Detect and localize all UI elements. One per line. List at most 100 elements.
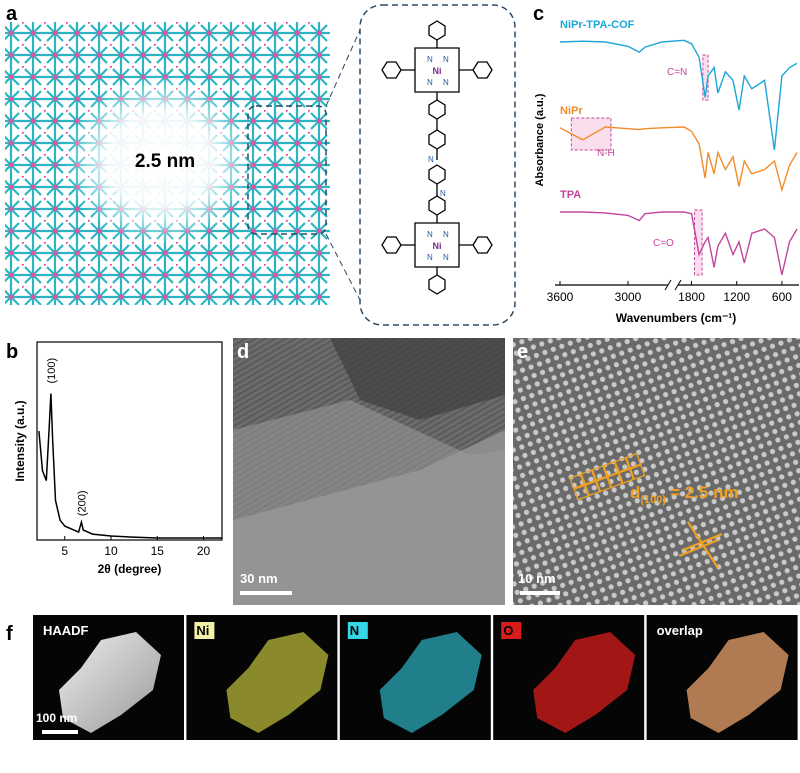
atom-label: N (427, 230, 433, 239)
atom-label: N (443, 55, 449, 64)
decoration (618, 468, 635, 485)
decoration (472, 61, 493, 79)
scale-bar (240, 591, 292, 595)
panel-letter: b (6, 341, 18, 363)
zoom-line (325, 29, 361, 107)
spacing-value: = 2.5 nm (670, 483, 739, 502)
map-label: N (350, 623, 359, 638)
decoration (625, 452, 642, 469)
highlight-box (570, 117, 612, 151)
decoration (678, 521, 723, 569)
annotation: C=N (667, 67, 687, 78)
hrtem-image (513, 338, 800, 605)
x-tick-label: 15 (151, 544, 165, 558)
map-label-box (347, 622, 368, 639)
tem-sheet (233, 400, 505, 605)
decoration (401, 215, 473, 275)
y-axis-label: Absorbance (a.u.) (534, 93, 546, 186)
decoration (629, 464, 646, 480)
series-label: NiPr (560, 105, 583, 117)
decoration (573, 484, 590, 501)
decoration (595, 476, 612, 493)
decoration (584, 480, 601, 497)
decoration (591, 465, 608, 481)
spacing-label: d(100) = 2.5 nm (630, 483, 739, 506)
zoom-line (325, 233, 361, 301)
scale-label: 30 nm (240, 571, 278, 586)
decoration (614, 456, 631, 473)
decoration (428, 99, 446, 120)
panel-letter: c (533, 3, 544, 25)
atom-label: N (427, 55, 433, 64)
x-tick-label: 3000 (615, 290, 642, 304)
scale-bar (520, 591, 560, 595)
scale-bar (42, 730, 78, 734)
particle (226, 632, 329, 733)
x-tick-label: 20 (197, 544, 211, 558)
spectrum-line (559, 126, 798, 193)
metal-label: Ni (433, 66, 442, 76)
molecule: Ni N N N N N N Ni N N N N (381, 20, 493, 295)
porphyrin: Ni N N N N (381, 195, 493, 295)
x-tick-label: 5 (61, 544, 68, 558)
decoration (580, 469, 597, 486)
decoration (602, 461, 619, 477)
decoration (569, 452, 646, 501)
panel-letter: a (6, 3, 18, 25)
panel-letter: e (517, 341, 528, 363)
series-label: NiPr-TPA-COF (560, 19, 635, 31)
decoration (428, 195, 446, 216)
map-label: Ni (196, 623, 209, 638)
pore (65, 75, 255, 245)
particle (533, 632, 636, 733)
peak-label: (200) (76, 490, 88, 516)
spacing-symbol: d (630, 483, 640, 502)
atom-label: N (443, 78, 449, 87)
decoration (569, 473, 585, 490)
decoration (428, 274, 446, 295)
atom-label: N (427, 253, 433, 262)
particle (379, 632, 482, 733)
map-label: overlap (657, 623, 703, 638)
spectrum-line (559, 39, 798, 150)
decoration (428, 20, 446, 41)
annotation: C=O (653, 238, 674, 249)
axis-break (664, 279, 682, 291)
atom-label: N (443, 253, 449, 262)
map-label-box (501, 622, 522, 639)
tem-sheet (330, 338, 505, 420)
decoration (607, 472, 623, 489)
pore-label: 2.5 nm (135, 151, 195, 172)
panel-letter: d (237, 341, 249, 363)
particle (59, 632, 161, 733)
x-tick-label: 3600 (547, 290, 574, 304)
zoom-box (359, 4, 516, 326)
spacing-index: (100) (640, 494, 666, 506)
map-label: HAADF (43, 623, 89, 638)
unit-cells (569, 452, 723, 569)
decoration (428, 164, 446, 185)
x-tick-label: 1800 (678, 290, 705, 304)
decoration (428, 129, 446, 150)
atom-label: N (427, 78, 433, 87)
scale-label: 10 nm (518, 571, 556, 586)
scale-label: 100 nm (36, 711, 77, 725)
highlight-box (694, 209, 703, 276)
x-axis-label: 2θ (degree) (98, 562, 162, 576)
y-axis-label: Intensity (a.u.) (13, 400, 27, 481)
atom-label: N (440, 189, 446, 198)
atom-label: N (443, 230, 449, 239)
atom-label: N (428, 155, 434, 164)
metal-label: Ni (433, 241, 442, 251)
x-tick-label: 600 (772, 290, 792, 304)
peak-label: (100) (46, 358, 58, 384)
x-axis-label: Wavenumbers (cm⁻¹) (616, 311, 737, 325)
annotation: N-H (597, 148, 615, 159)
particle (686, 632, 789, 733)
decoration (381, 61, 402, 79)
panel-letter: f (6, 623, 13, 645)
x-tick-label: 1200 (723, 290, 750, 304)
